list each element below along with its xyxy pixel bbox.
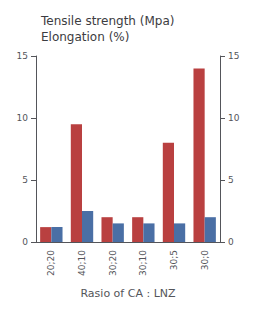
svg-text:40;10: 40;10 <box>77 250 87 276</box>
svg-text:15: 15 <box>17 51 28 61</box>
svg-text:15: 15 <box>228 51 239 61</box>
svg-text:Tensile strength (Mpa): Tensile strength (Mpa) <box>40 14 174 28</box>
svg-text:5: 5 <box>228 175 234 185</box>
svg-text:10: 10 <box>228 113 240 123</box>
svg-text:10: 10 <box>17 113 29 123</box>
svg-text:0: 0 <box>228 237 234 247</box>
svg-text:5: 5 <box>22 175 28 185</box>
svg-text:Rasio of CA : LNZ: Rasio of CA : LNZ <box>80 287 176 300</box>
svg-text:Elongation (%): Elongation (%) <box>41 30 129 44</box>
svg-text:30;20: 30;20 <box>108 250 118 276</box>
svg-text:30;0: 30;0 <box>200 250 210 270</box>
svg-text:30;5: 30;5 <box>169 250 179 270</box>
svg-text:20;20: 20;20 <box>46 250 56 276</box>
svg-text:0: 0 <box>22 237 28 247</box>
svg-text:30;10: 30;10 <box>138 250 148 276</box>
